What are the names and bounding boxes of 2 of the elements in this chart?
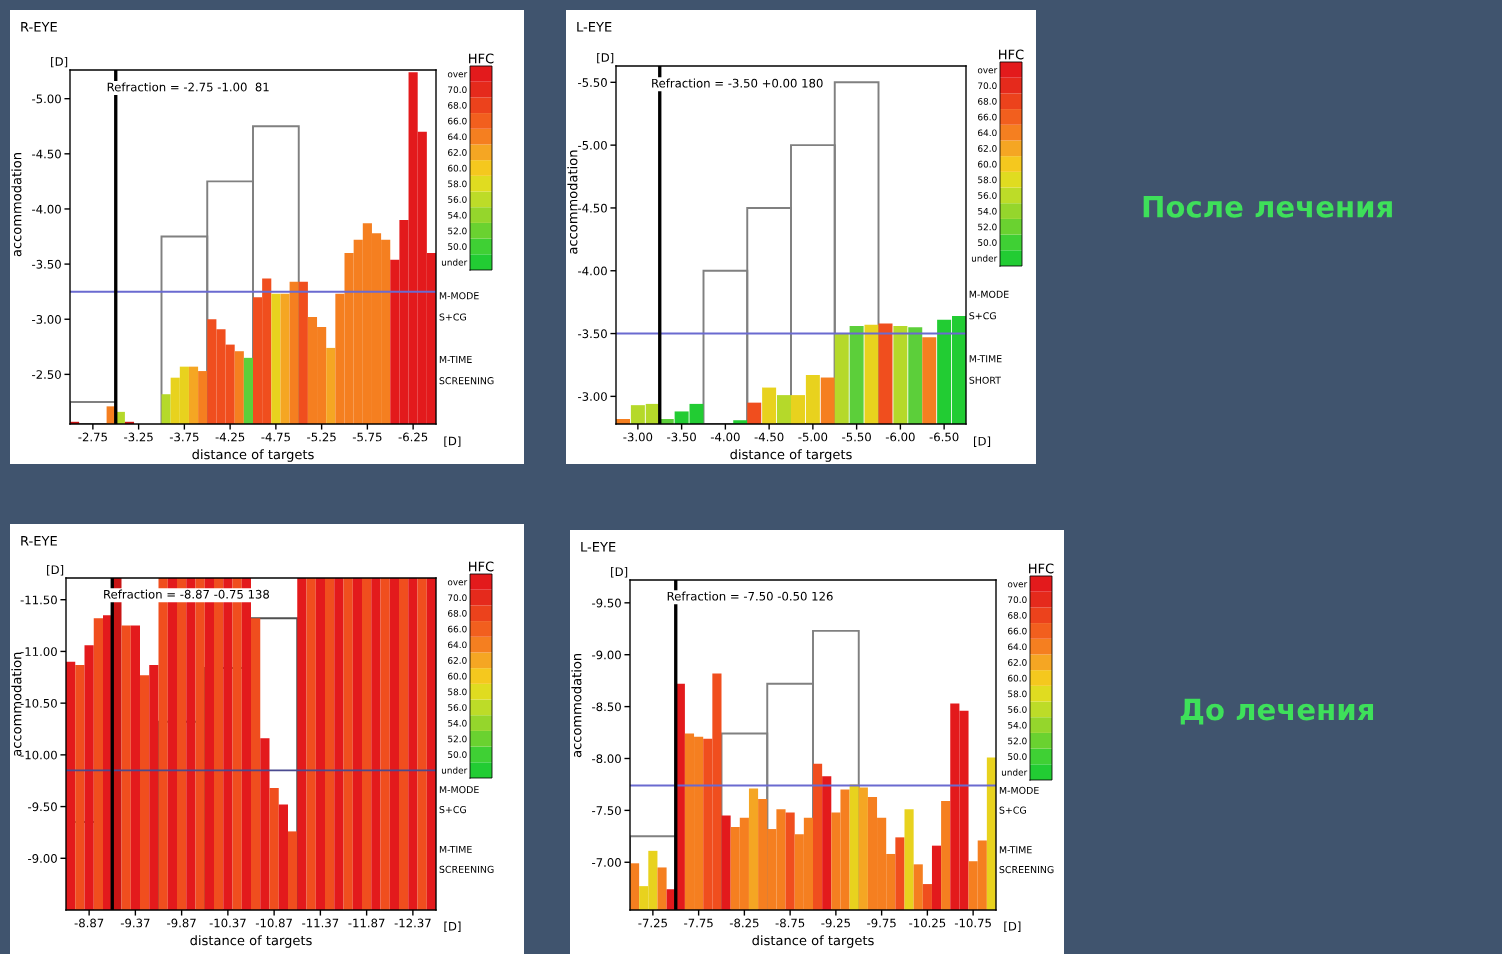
text: После лечения xyxy=(1143,195,1392,218)
text: До лечения xyxy=(1180,698,1374,725)
